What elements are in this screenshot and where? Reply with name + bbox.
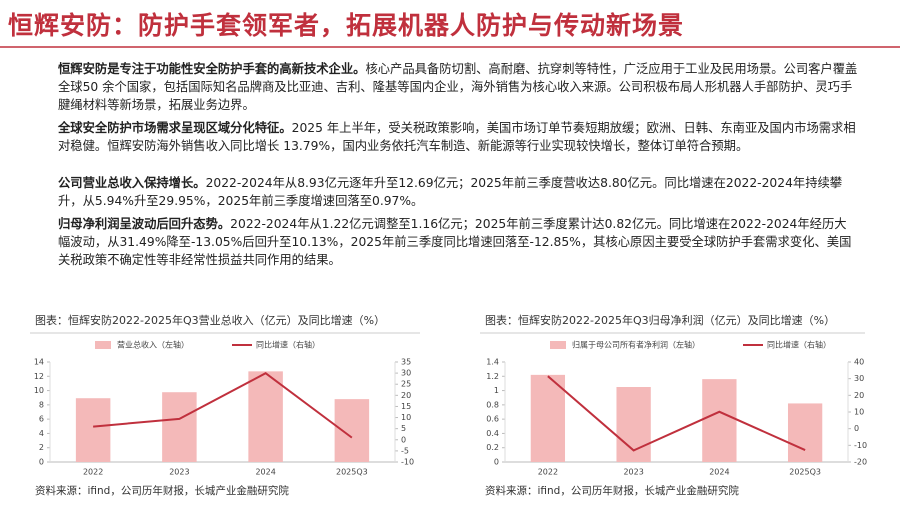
y-tick-label: 6 <box>39 415 44 424</box>
y2-tick-label: 20 <box>854 391 864 400</box>
x-tick-label: 2025Q3 <box>789 468 821 477</box>
y2-tick-label: 15 <box>401 402 411 411</box>
legend-label: 同比增速（右轴） <box>256 340 320 350</box>
bar <box>530 374 566 462</box>
y2-tick-label: 0 <box>854 424 859 433</box>
paragraph: 全球安全防护市场需求呈现区域分化特征。2025 年上半年，受关税政策影响，美国市… <box>58 119 858 155</box>
x-tick-label: 2022 <box>83 468 103 477</box>
y-tick-label: 0.6 <box>486 415 499 424</box>
paragraph: 归母净利润呈波动后回升态势。2022-2024年从1.22亿元调整至1.16亿元… <box>58 215 858 269</box>
line <box>547 375 806 452</box>
y2-tick-label: 0 <box>401 435 406 444</box>
bar <box>75 398 111 462</box>
x-tick-label: 2023 <box>623 468 643 477</box>
legend-label: 营业总收入（左轴） <box>117 340 189 350</box>
y-tick-label: 0.4 <box>486 429 499 438</box>
legend-label: 同比增速（右轴） <box>767 340 831 350</box>
paragraph-text: 2025 年上半年，受关税政策影响，美国市场订单节奏短期放缓；欧洲、日韩、东南亚… <box>58 121 856 153</box>
y-tick-label: 8 <box>39 400 44 409</box>
y2-tick-label: 30 <box>854 374 864 383</box>
y-tick-label: 0.2 <box>486 443 499 452</box>
paragraph-text: 2022-2024年从8.93亿元逐年升至12.69亿元；2025年前三季度营收… <box>58 176 843 208</box>
paragraph-text: 2022-2024年从1.22亿元调整至1.16亿元；2025年前三季度累计达0… <box>58 217 852 267</box>
x-tick-label: 2025Q3 <box>336 468 368 477</box>
paragraph-lead: 归母净利润呈波动后回升态势。 <box>58 217 231 231</box>
paragraph: 公司营业总收入保持增长。2022-2024年从8.93亿元逐年升至12.69亿元… <box>58 174 858 210</box>
y-tick-label: 0 <box>494 458 499 467</box>
bar <box>162 392 197 462</box>
y-tick-label: 2 <box>39 443 44 452</box>
x-tick-label: 2023 <box>169 468 189 477</box>
y-tick-label: 14 <box>34 358 44 367</box>
y2-tick-label: 10 <box>854 408 864 417</box>
y-tick-label: 10 <box>34 386 44 395</box>
y2-tick-label: 25 <box>401 380 411 389</box>
y2-tick-label: 30 <box>401 369 411 378</box>
legend-label: 归属于母公司所有者净利润（左轴） <box>572 340 700 350</box>
y-tick-label: 1.4 <box>486 358 499 367</box>
bar <box>702 379 737 462</box>
x-tick-label: 2024 <box>709 468 729 477</box>
y-tick-label: 12 <box>34 372 44 381</box>
y-tick-label: 0 <box>39 458 44 467</box>
paragraph-lead: 恒辉安防是专注于功能性安全防护手套的高新技术企业。 <box>58 62 366 76</box>
y2-tick-label: -10 <box>854 441 867 450</box>
y-tick-label: 4 <box>39 429 44 438</box>
line <box>93 372 353 439</box>
y2-tick-label: -10 <box>401 458 414 467</box>
y2-tick-label: -5 <box>401 446 409 455</box>
legend-swatch <box>550 341 566 349</box>
page-title: 恒辉安防：防护手套领军者，拓展机器人防护与传动新场景 <box>8 11 685 40</box>
paragraph: 恒辉安防是专注于功能性安全防护手套的高新技术企业。核心产品具备防切割、高耐磨、抗… <box>58 60 858 114</box>
paragraph-lead: 公司营业总收入保持增长。 <box>58 176 206 190</box>
chart-title: 图表：恒辉安防2022-2025年Q3营业总收入（亿元）及同比增速（%） <box>35 313 385 327</box>
y2-tick-label: 40 <box>854 358 864 367</box>
bar <box>787 403 823 462</box>
x-tick-label: 2024 <box>255 468 275 477</box>
source-note: 资料来源：ifind，公司历年财报，长城产业金融研究院 <box>485 484 739 497</box>
y2-tick-label: 20 <box>401 391 411 400</box>
y-tick-label: 1.2 <box>486 372 499 381</box>
y2-tick-label: 5 <box>401 424 406 433</box>
paragraph-text: 核心产品具备防切割、高耐磨、抗穿刺等特性，广泛应用于工业及民用场景。公司客户覆盖… <box>58 62 858 112</box>
chart-title: 图表：恒辉安防2022-2025年Q3归母净利润（亿元）及同比增速（%） <box>485 313 835 327</box>
y-tick-label: 1 <box>494 386 499 395</box>
y-tick-label: 0.8 <box>486 400 499 409</box>
y2-tick-label: 10 <box>401 413 411 422</box>
y2-tick-label: 35 <box>401 358 411 367</box>
x-tick-label: 2022 <box>538 468 558 477</box>
source-note: 资料来源：ifind，公司历年财报，长城产业金融研究院 <box>35 484 289 497</box>
paragraph-lead: 全球安全防护市场需求呈现区域分化特征。 <box>58 121 292 135</box>
y2-tick-label: -20 <box>854 458 867 467</box>
bar <box>248 371 283 462</box>
bar <box>334 399 370 462</box>
legend-swatch <box>95 341 111 349</box>
